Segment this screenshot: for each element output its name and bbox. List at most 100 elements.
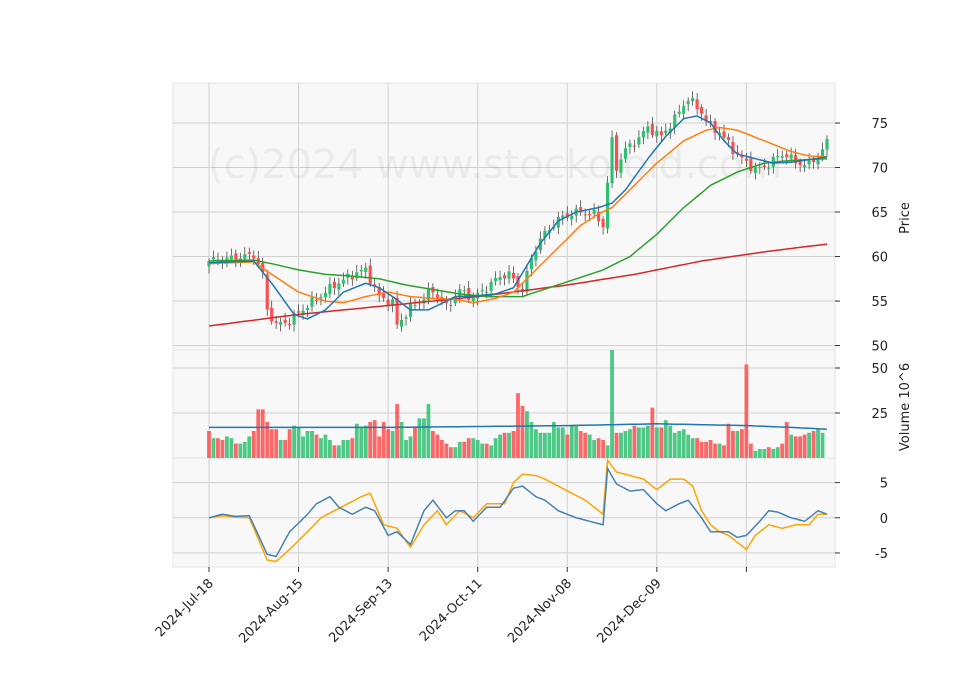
candle-body <box>726 137 731 140</box>
candle-body <box>677 111 681 114</box>
volume-bar <box>578 431 583 458</box>
volume-bar <box>614 432 619 458</box>
volume-bar <box>650 407 655 458</box>
candle-body <box>332 281 336 289</box>
candle-body <box>762 165 766 167</box>
volume-bar <box>368 422 373 458</box>
candle-body <box>211 257 216 260</box>
volume-bar <box>690 438 695 458</box>
y-tick-label: 50 <box>871 362 888 377</box>
candle-body <box>579 207 583 213</box>
volume-bar <box>748 443 753 458</box>
volume-bar <box>534 429 538 458</box>
volume-bar <box>681 429 686 458</box>
candle-body <box>471 297 475 302</box>
candle-body <box>435 294 439 298</box>
volume-bar <box>551 422 556 458</box>
y-tick-label: 65 <box>871 206 888 221</box>
candle-body <box>283 319 287 323</box>
volume-bar <box>766 447 771 458</box>
volume-bar <box>399 422 404 458</box>
y-tick-label: 50 <box>871 340 888 355</box>
volume-bar <box>493 438 498 458</box>
volume-bar <box>744 364 749 458</box>
candle-body <box>534 251 538 261</box>
volume-bar <box>225 436 229 458</box>
volume-bar <box>229 438 234 458</box>
candle-body <box>426 289 431 301</box>
candle-body <box>279 321 283 325</box>
candle-body <box>489 282 493 291</box>
candle-body <box>749 158 753 172</box>
volume-bar <box>260 409 265 458</box>
volume-bar <box>654 427 659 458</box>
candle-body <box>337 283 341 290</box>
volume-bar <box>731 431 735 458</box>
candle-body <box>668 128 672 133</box>
candle-body <box>605 182 610 229</box>
candle-body <box>570 215 574 220</box>
ma-long-line <box>208 157 828 298</box>
volume-bar <box>417 418 422 458</box>
candle-body <box>265 274 269 310</box>
volume-bar <box>247 436 252 458</box>
volume-bar <box>574 425 579 458</box>
volume-bar <box>319 438 323 458</box>
volume-axis-label: Volume 10^6 <box>898 363 913 451</box>
candle-body <box>798 161 802 166</box>
candle-body <box>614 135 619 171</box>
volume-bar <box>610 350 614 458</box>
volume-bar <box>525 411 529 458</box>
volume-bar <box>381 422 386 458</box>
candle-body <box>708 121 713 123</box>
candle-body <box>780 156 784 158</box>
volume-bar <box>216 438 220 458</box>
volume-bar <box>659 427 664 458</box>
candle-body <box>225 257 229 262</box>
volume-bar <box>408 436 413 458</box>
candle-body <box>355 272 359 279</box>
candle-body <box>399 320 404 327</box>
volume-bar <box>511 431 516 458</box>
watermark: (c)2024 www.stockoloid.com <box>208 142 782 188</box>
candle-body <box>785 154 789 158</box>
volume-bar <box>242 441 247 458</box>
candle-body <box>341 279 345 284</box>
volume-bar <box>542 432 547 458</box>
volume-bar <box>350 438 355 458</box>
candle-body <box>664 130 668 134</box>
candle-body <box>803 165 807 168</box>
volume-bar <box>453 447 458 458</box>
volume-bar <box>547 432 552 458</box>
volume-bar <box>757 449 762 458</box>
volume-bar <box>498 434 502 458</box>
candle-body <box>597 211 601 222</box>
volume-bar <box>641 427 646 458</box>
volume-bar <box>740 429 744 458</box>
candle-body <box>494 277 498 282</box>
volume-bar <box>565 434 570 458</box>
volume-bar <box>278 440 283 458</box>
y-tick-label: 55 <box>871 295 888 310</box>
candle-body <box>820 149 825 158</box>
volume-bar <box>431 431 435 458</box>
candle-body <box>511 272 516 279</box>
volume-bar <box>211 438 216 458</box>
candle-body <box>529 258 534 270</box>
candle-body <box>386 299 390 306</box>
candle-body <box>561 215 565 219</box>
volume-bar <box>292 425 296 458</box>
candle-body <box>247 251 251 254</box>
volume-bar <box>507 432 511 458</box>
x-tick-label: 2024-Oct-11 <box>417 576 485 644</box>
candle-body <box>704 115 708 122</box>
volume-bar <box>672 432 677 458</box>
volume-bar <box>695 438 700 458</box>
volume-bar <box>816 429 820 458</box>
candle-body <box>735 152 740 154</box>
volume-bar <box>395 404 399 458</box>
volume-bar <box>592 440 597 458</box>
candle-body <box>673 114 677 128</box>
candle-body <box>270 307 274 322</box>
